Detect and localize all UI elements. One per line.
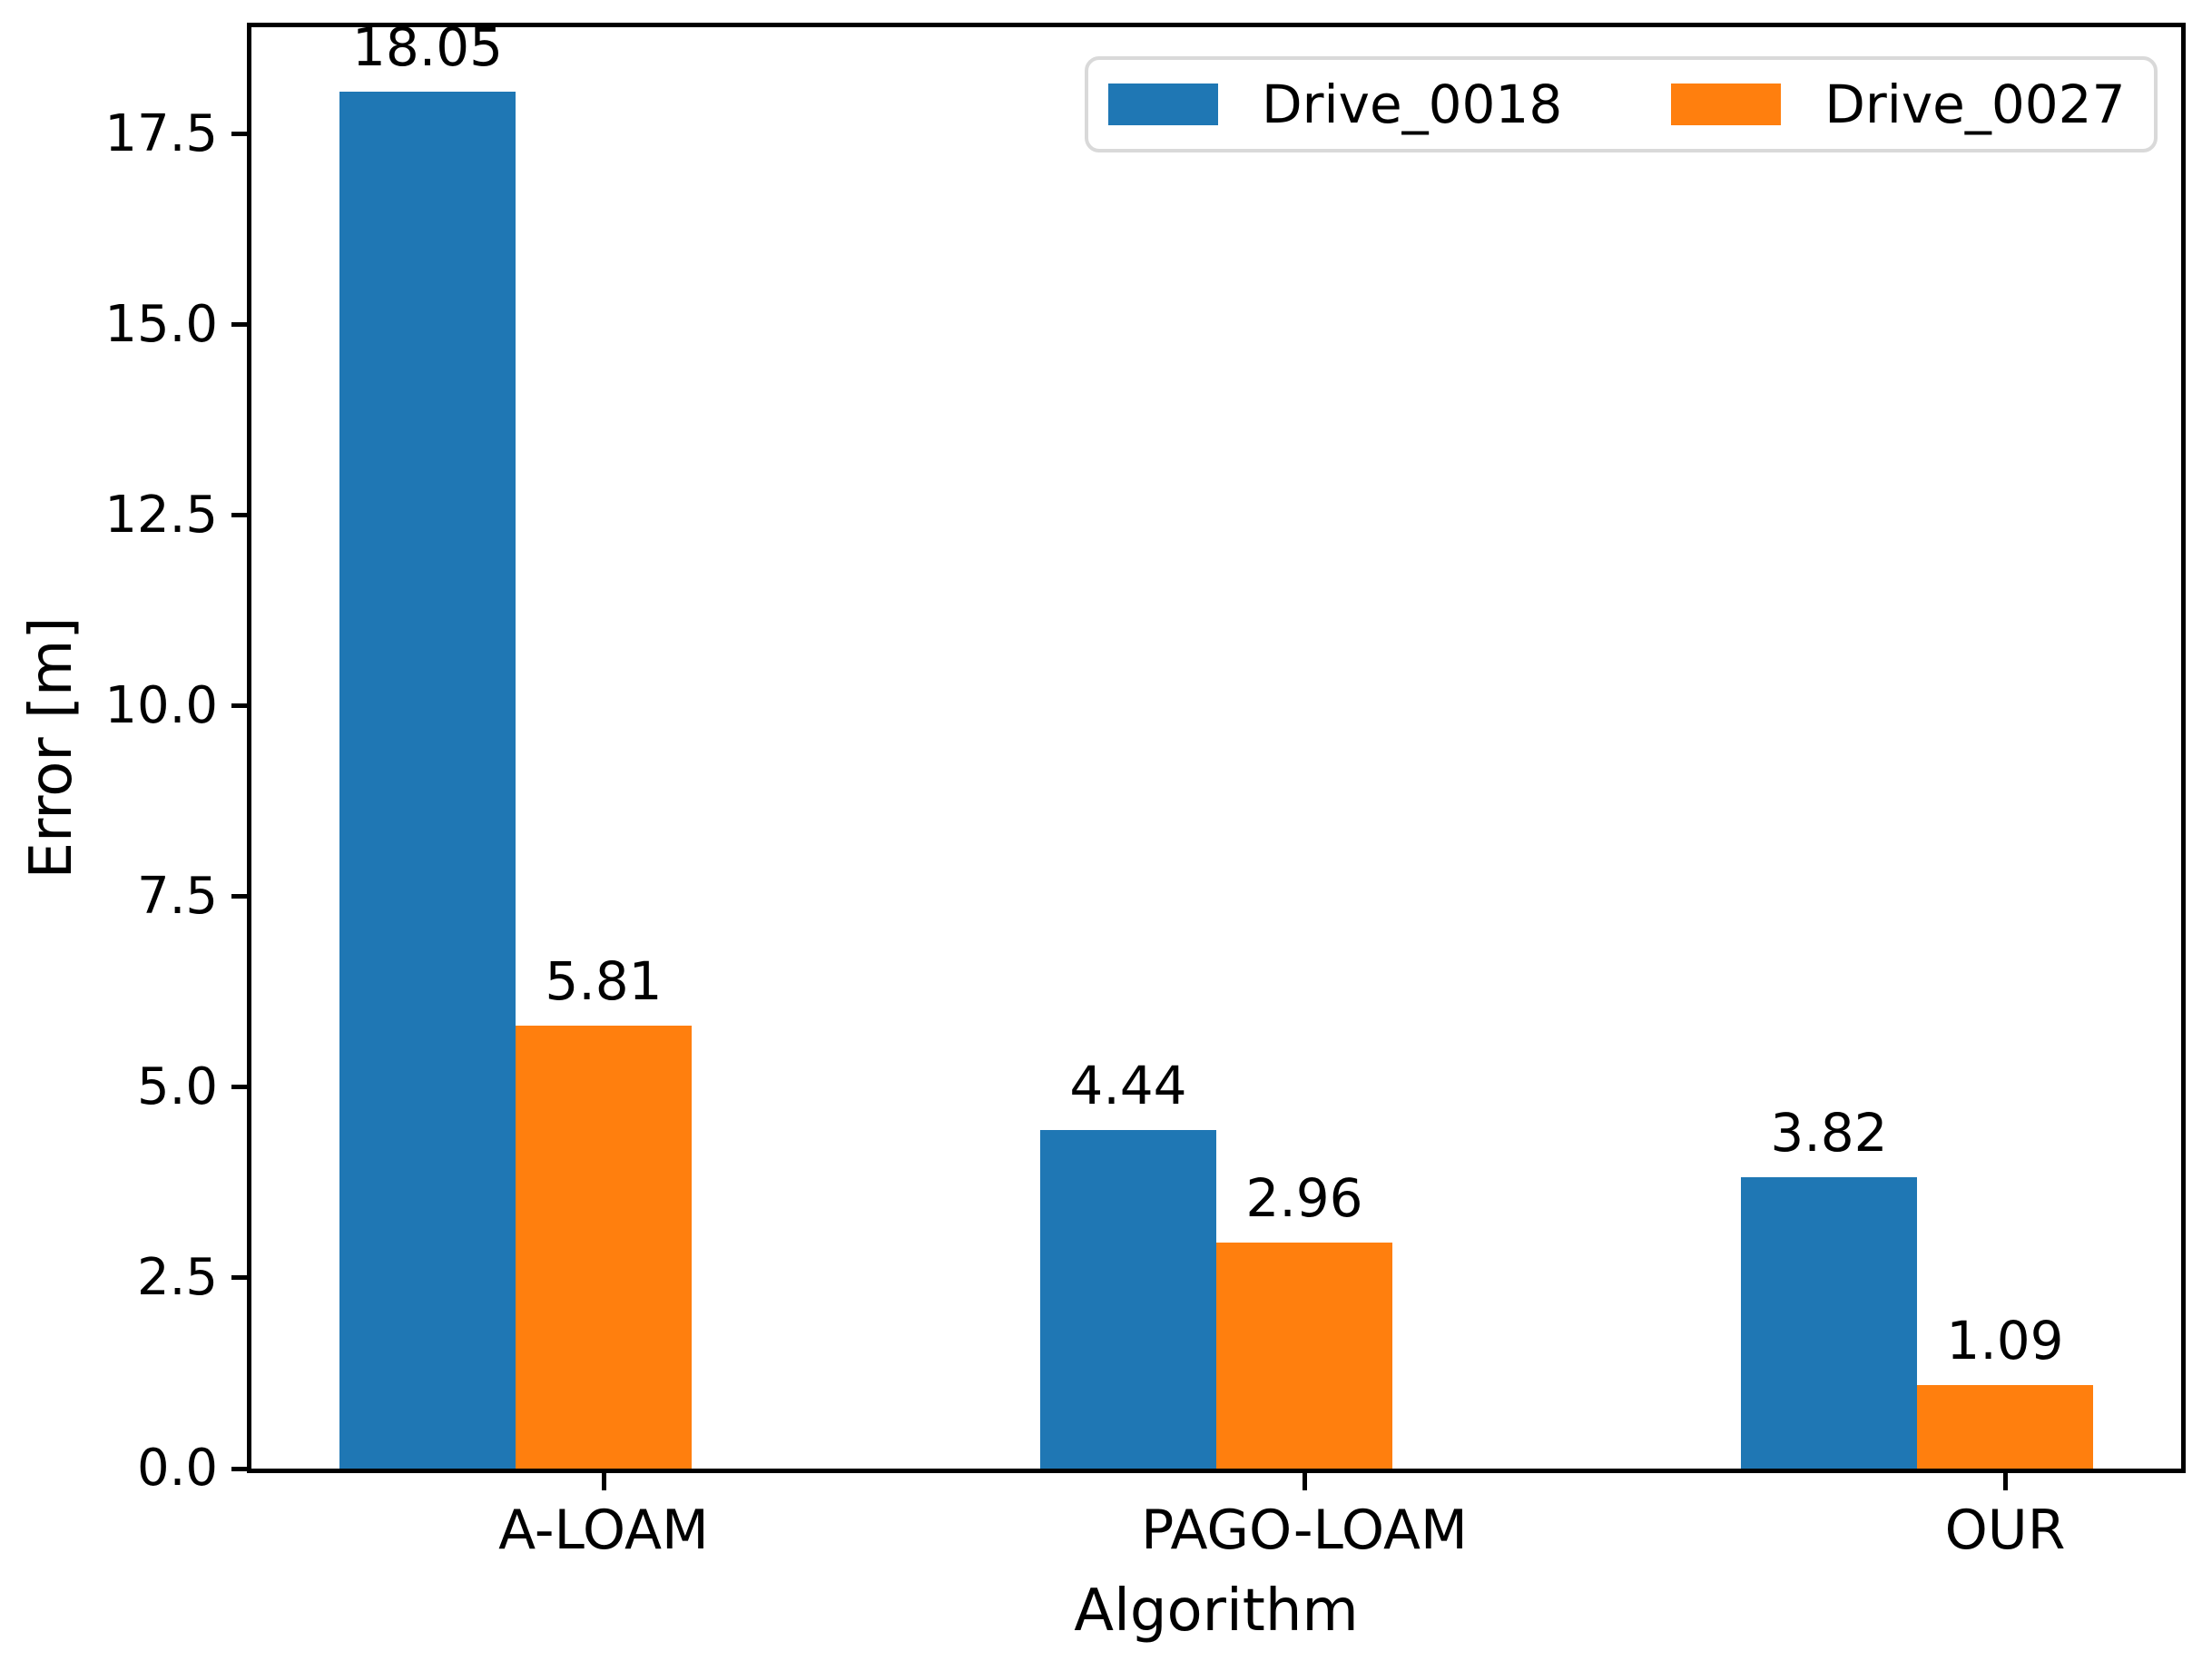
bar-value-label: 18.05 xyxy=(351,16,504,79)
legend-label: Drive_0018 xyxy=(1262,74,1563,135)
legend-swatch-drive-0027 xyxy=(1671,84,1782,125)
legend-entry-drive-0018: Drive_0018 xyxy=(1108,74,1562,135)
y-tick-label: 7.5 xyxy=(136,866,218,926)
bar-value-label: 2.96 xyxy=(1245,1167,1363,1230)
y-tick-label: 2.5 xyxy=(136,1247,218,1307)
bar-value-label: 5.81 xyxy=(545,949,663,1012)
bar-drive-0027-a-loam xyxy=(516,1025,692,1469)
legend: Drive_0018 Drive_0027 xyxy=(1085,56,2158,152)
bar-drive-0018-our xyxy=(1741,1177,1917,1469)
y-tick-label: 10.0 xyxy=(104,675,218,735)
y-tick-label: 5.0 xyxy=(136,1057,218,1116)
y-tick xyxy=(231,1085,251,1090)
y-tick xyxy=(231,894,251,899)
x-tick-label-pago-loam: PAGO-LOAM xyxy=(1141,1499,1468,1562)
y-tick xyxy=(231,132,251,137)
y-tick-label: 0.0 xyxy=(136,1439,218,1498)
x-tick xyxy=(601,1469,606,1490)
x-tick-label-our: OUR xyxy=(1944,1499,2066,1562)
y-tick xyxy=(231,1466,251,1471)
x-axis-title: Algorithm xyxy=(1074,1577,1359,1645)
bar-drive-0027-pago-loam xyxy=(1216,1243,1392,1469)
bar-drive-0027-our xyxy=(1917,1385,2093,1469)
y-tick-label: 15.0 xyxy=(104,294,218,354)
bar-value-label: 4.44 xyxy=(1069,1054,1187,1116)
y-tick-label: 17.5 xyxy=(104,103,218,163)
y-tick xyxy=(231,703,251,709)
bar-drive-0018-a-loam xyxy=(339,92,516,1469)
bar-value-label: 3.82 xyxy=(1770,1102,1888,1165)
y-axis-title: Error [m] xyxy=(18,616,85,880)
y-tick xyxy=(231,322,251,328)
bar-value-label: 1.09 xyxy=(1946,1310,2064,1372)
y-tick xyxy=(231,1275,251,1281)
y-tick xyxy=(231,513,251,518)
bar-drive-0018-pago-loam xyxy=(1040,1129,1216,1469)
legend-swatch-drive-0018 xyxy=(1108,84,1218,125)
x-tick xyxy=(1302,1469,1307,1490)
x-tick xyxy=(2002,1469,2008,1490)
y-tick-label: 12.5 xyxy=(104,485,218,545)
x-tick-label-a-loam: A-LOAM xyxy=(498,1499,709,1562)
legend-label: Drive_0027 xyxy=(1824,74,2126,135)
legend-entry-drive-0027: Drive_0027 xyxy=(1671,74,2125,135)
